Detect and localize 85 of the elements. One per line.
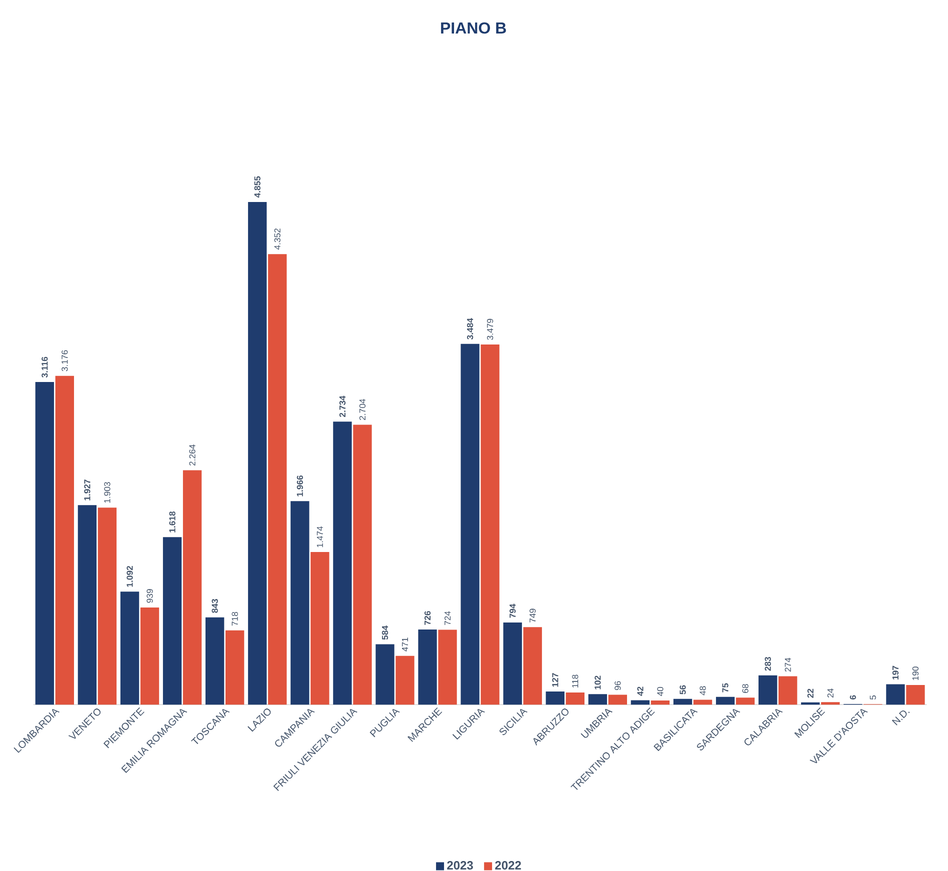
bar <box>821 702 840 705</box>
bar <box>608 694 628 705</box>
data-label: 283 <box>764 657 771 671</box>
data-label: 102 <box>594 676 601 690</box>
bar <box>376 644 394 705</box>
data-label: 24 <box>827 688 834 698</box>
bar <box>886 684 905 705</box>
data-label: 5 <box>870 696 876 700</box>
bar <box>438 630 457 705</box>
bar <box>182 470 202 705</box>
bar <box>396 656 414 705</box>
data-label: 197 <box>892 666 899 680</box>
data-label: 718 <box>232 612 238 626</box>
data-label: 96 <box>614 681 621 690</box>
bar <box>35 382 54 705</box>
x-tick-label: N.D. <box>892 710 910 726</box>
data-label: 3.176 <box>62 350 68 372</box>
data-label: 2.704 <box>359 399 366 420</box>
bar <box>673 699 692 705</box>
bar <box>55 376 74 705</box>
chart-title: PIANO B <box>441 22 506 34</box>
data-label: 3.479 <box>487 319 494 340</box>
data-label: 1.474 <box>316 526 323 548</box>
bar <box>778 676 798 705</box>
bar <box>120 592 140 705</box>
bar <box>588 694 608 705</box>
data-label: 471 <box>402 638 408 652</box>
bar <box>503 622 522 705</box>
data-label: 1.618 <box>169 512 176 532</box>
data-label: 2.264 <box>189 444 196 466</box>
data-label: 1.903 <box>104 482 110 503</box>
data-label: 40 <box>657 687 664 696</box>
data-label: 4.855 <box>254 176 260 198</box>
bar <box>205 618 224 705</box>
data-label: 127 <box>552 673 558 687</box>
data-label: 1.927 <box>84 480 90 501</box>
bar <box>523 627 542 705</box>
bar <box>906 685 925 705</box>
data-label: 726 <box>424 611 431 626</box>
data-label: 3.484 <box>467 318 474 340</box>
bar <box>162 537 182 705</box>
bar <box>736 698 755 705</box>
data-label: 274 <box>784 658 791 672</box>
bar <box>140 608 160 705</box>
data-label: 584 <box>382 626 388 640</box>
data-label: 3.116 <box>42 357 48 378</box>
data-label: 843 <box>212 599 218 614</box>
data-label: 42 <box>637 686 644 696</box>
data-label: 2.734 <box>339 396 346 418</box>
legend-label: 2023 <box>447 861 473 870</box>
bar <box>418 630 437 705</box>
data-label: 939 <box>146 589 153 603</box>
bar <box>480 344 500 705</box>
data-label: 48 <box>700 686 706 696</box>
bar <box>546 692 564 705</box>
data-label: 6 <box>850 695 856 700</box>
data-label: 1.092 <box>126 566 133 587</box>
bar <box>226 630 244 705</box>
data-label: 190 <box>912 666 919 680</box>
data-label: 724 <box>444 611 451 626</box>
bar <box>78 505 97 705</box>
data-label: 4.352 <box>274 228 280 250</box>
bar <box>566 692 584 705</box>
data-label: 22 <box>807 688 814 698</box>
bar <box>248 202 267 705</box>
bar <box>268 254 287 705</box>
bar <box>333 422 352 705</box>
data-label: 56 <box>680 685 686 694</box>
bar <box>290 501 310 705</box>
bar <box>353 424 372 705</box>
data-label: 75 <box>722 683 728 692</box>
data-label: 794 <box>510 604 516 618</box>
bar <box>630 700 650 705</box>
data-label: 68 <box>742 684 748 694</box>
data-label: 1.966 <box>296 476 303 496</box>
legend-label: 2022 <box>495 861 521 870</box>
bar <box>650 700 670 705</box>
data-label: 749 <box>530 608 536 623</box>
bar <box>716 697 735 705</box>
bar <box>98 508 117 705</box>
bar <box>693 700 712 705</box>
bar <box>758 676 778 705</box>
bar <box>460 344 480 705</box>
bar <box>310 552 330 705</box>
data-label: 118 <box>572 674 578 688</box>
